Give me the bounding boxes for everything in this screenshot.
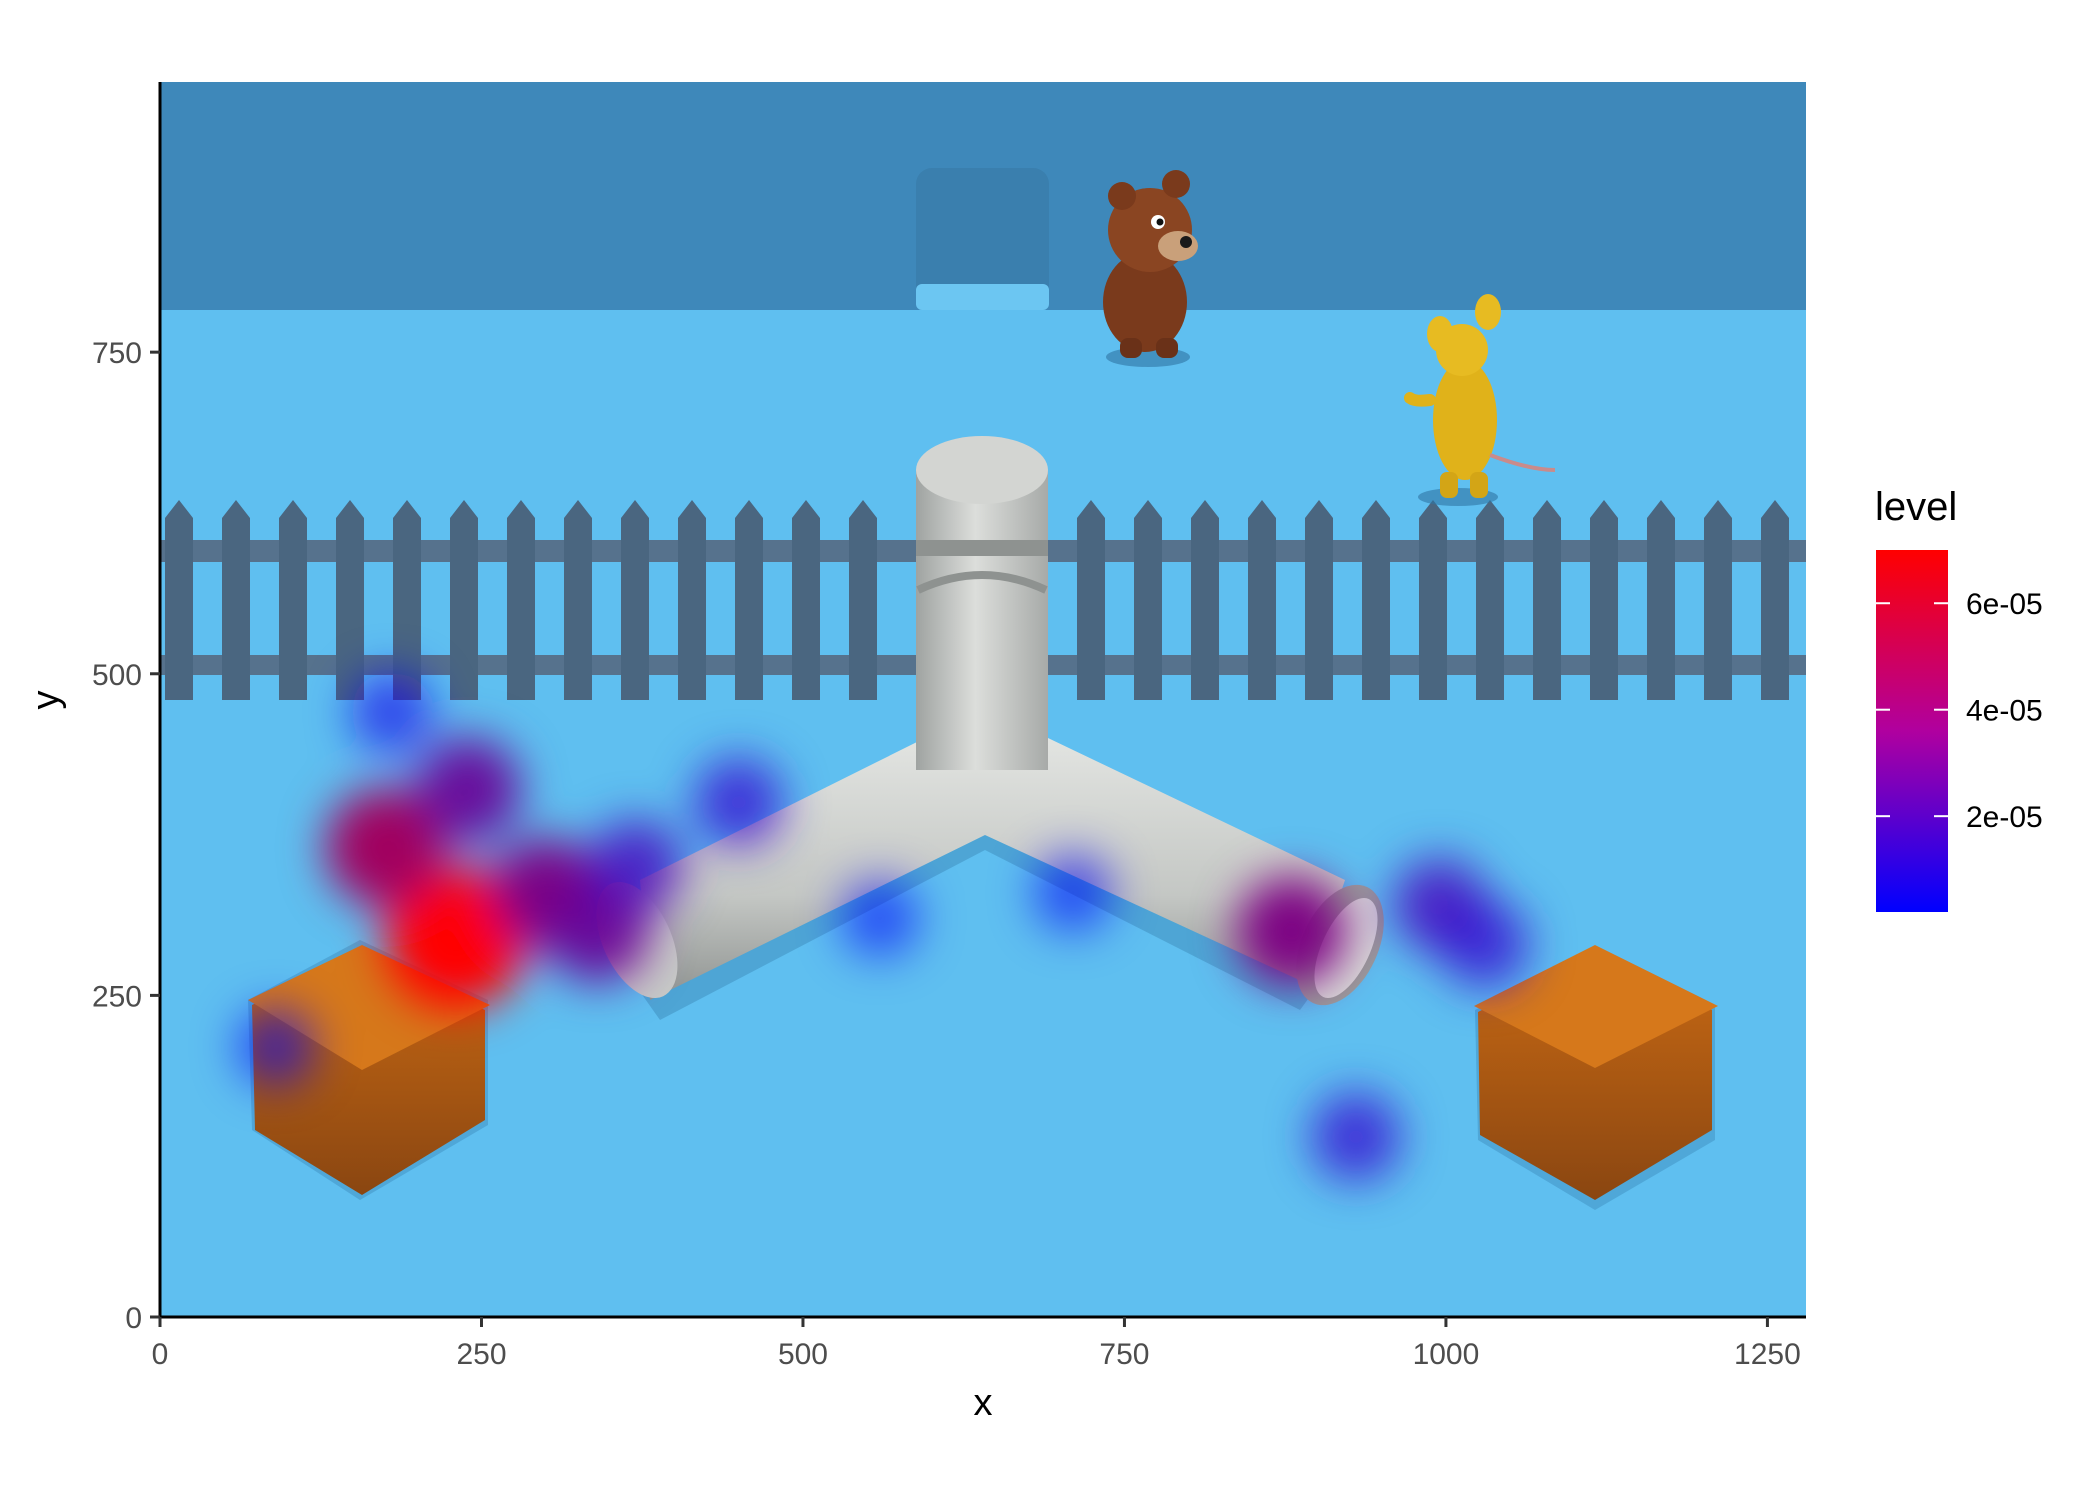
density-hotspot [1440,899,1530,989]
fence-picket [1647,500,1675,700]
legend-colorbar [1876,550,1948,912]
picket-fence [160,500,1806,700]
fence-picket [450,500,478,700]
crate-left [248,940,490,1200]
fence-picket [336,500,364,700]
y-axis-title: y [25,691,67,710]
density-hotspot [841,879,920,958]
fence-picket [1590,500,1618,700]
fence-picket [165,500,193,700]
fence-picket [1419,500,1447,700]
x-axis-ticks: 0 250 500 750 1000 1250 [152,1317,1801,1371]
fence-picket [1704,500,1732,700]
fence-picket [1248,500,1276,700]
fence-picket [222,500,250,700]
game-scene-background [160,82,1806,1317]
y-tick-label: 500 [92,659,142,692]
legend-tick-label: 4e-05 [1966,695,2043,728]
fence-picket [1134,500,1162,700]
x-tick-label: 0 [152,1338,169,1371]
x-tick-label: 750 [1099,1338,1149,1371]
density-hotspot [416,737,521,842]
legend: level 2e-05 4e-05 6e-05 [1875,485,2043,912]
fence-picket [792,500,820,700]
y-tick-label: 0 [125,1302,142,1335]
bear-character [1103,170,1198,367]
legend-ticks: 2e-05 4e-05 6e-05 [1876,588,2043,834]
fence-picket [1362,500,1390,700]
density-hotspot [1033,852,1113,932]
x-tick-label: 1250 [1734,1338,1801,1371]
crate-right [1474,945,1718,1210]
y-tube [596,436,1384,1020]
density-hotspot [1237,876,1347,986]
fence-picket [849,500,877,700]
x-tick-label: 500 [778,1338,828,1371]
fence-picket [1533,500,1561,700]
fence-picket [564,500,592,700]
density-hotspot [1311,1092,1401,1182]
x-tick-label: 1000 [1413,1338,1480,1371]
y-axis-ticks: 0 250 500 750 [92,337,160,1335]
fence-picket [393,500,421,700]
density-hotspot [694,757,784,847]
fence-picket [1476,500,1504,700]
density-heat-layer [236,671,1530,1182]
fence-picket [507,500,535,700]
y-tick-label: 250 [92,980,142,1013]
wall-doorway [916,168,1049,310]
fence-picket [735,500,763,700]
density-hotspot [325,787,445,907]
fence-picket [1761,500,1789,700]
y-tick-label: 750 [92,337,142,370]
fence-picket [621,500,649,700]
density-hotspot [383,865,528,1010]
fence-picket [279,500,307,700]
density-hotspot [588,819,683,914]
legend-title: level [1875,485,1957,529]
x-axis-title: x [974,1382,993,1424]
mouse-character [1404,294,1556,506]
density-hotspot [236,1007,316,1087]
legend-tick-label: 6e-05 [1966,588,2043,621]
fence-picket [1305,500,1333,700]
fence-picket [678,500,706,700]
doorway-floor [916,284,1049,310]
legend-tick-label: 2e-05 [1966,801,2043,834]
x-tick-label: 250 [456,1338,506,1371]
density-hotspot [350,671,433,754]
fence-picket [1077,500,1105,700]
fence-picket [1191,500,1219,700]
